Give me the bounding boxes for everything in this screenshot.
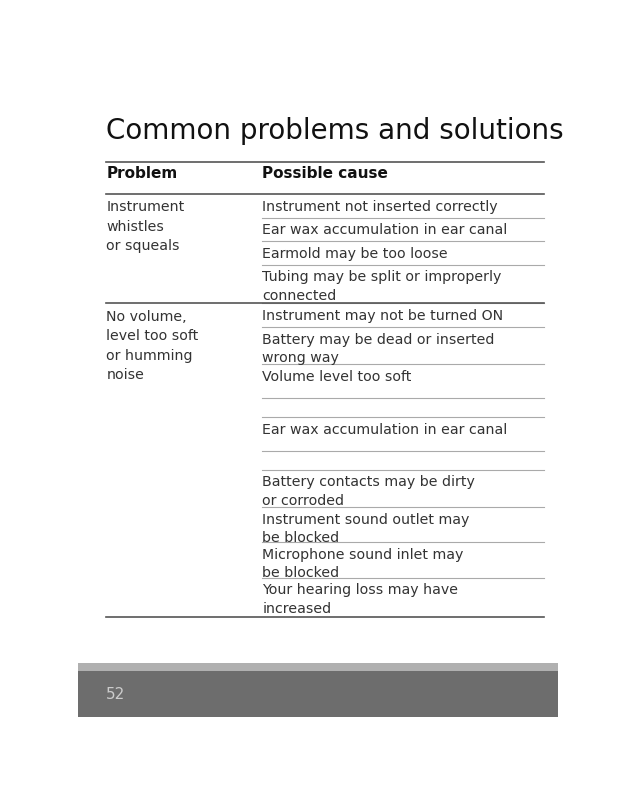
Text: Problem: Problem	[107, 165, 177, 181]
Text: Earmold may be too loose: Earmold may be too loose	[262, 247, 448, 261]
Text: Tubing may be split or improperly
connected: Tubing may be split or improperly connec…	[262, 271, 502, 303]
Text: Microphone sound inlet may
be blocked: Microphone sound inlet may be blocked	[262, 548, 464, 580]
Text: Battery may be dead or inserted
wrong way: Battery may be dead or inserted wrong wa…	[262, 333, 495, 365]
Text: Instrument not inserted correctly: Instrument not inserted correctly	[262, 200, 498, 214]
Text: Ear wax accumulation in ear canal: Ear wax accumulation in ear canal	[262, 223, 508, 237]
Text: No volume,
level too soft
or humming
noise: No volume, level too soft or humming noi…	[107, 310, 198, 382]
Text: Volume level too soft: Volume level too soft	[262, 370, 412, 384]
Text: Battery contacts may be dirty
or corroded: Battery contacts may be dirty or corrode…	[262, 476, 476, 508]
Text: Your hearing loss may have
increased: Your hearing loss may have increased	[262, 584, 459, 616]
Bar	[78, 663, 558, 671]
Text: Common problems and solutions: Common problems and solutions	[107, 117, 564, 144]
Bar	[78, 671, 558, 717]
Text: 52: 52	[107, 687, 126, 701]
Text: Instrument
whistles
or squeals: Instrument whistles or squeals	[107, 201, 185, 253]
Text: Ear wax accumulation in ear canal: Ear wax accumulation in ear canal	[262, 422, 508, 437]
Text: Possible cause: Possible cause	[262, 165, 388, 181]
Text: Instrument may not be turned ON: Instrument may not be turned ON	[262, 309, 503, 323]
Text: Instrument sound outlet may
be blocked: Instrument sound outlet may be blocked	[262, 513, 470, 545]
